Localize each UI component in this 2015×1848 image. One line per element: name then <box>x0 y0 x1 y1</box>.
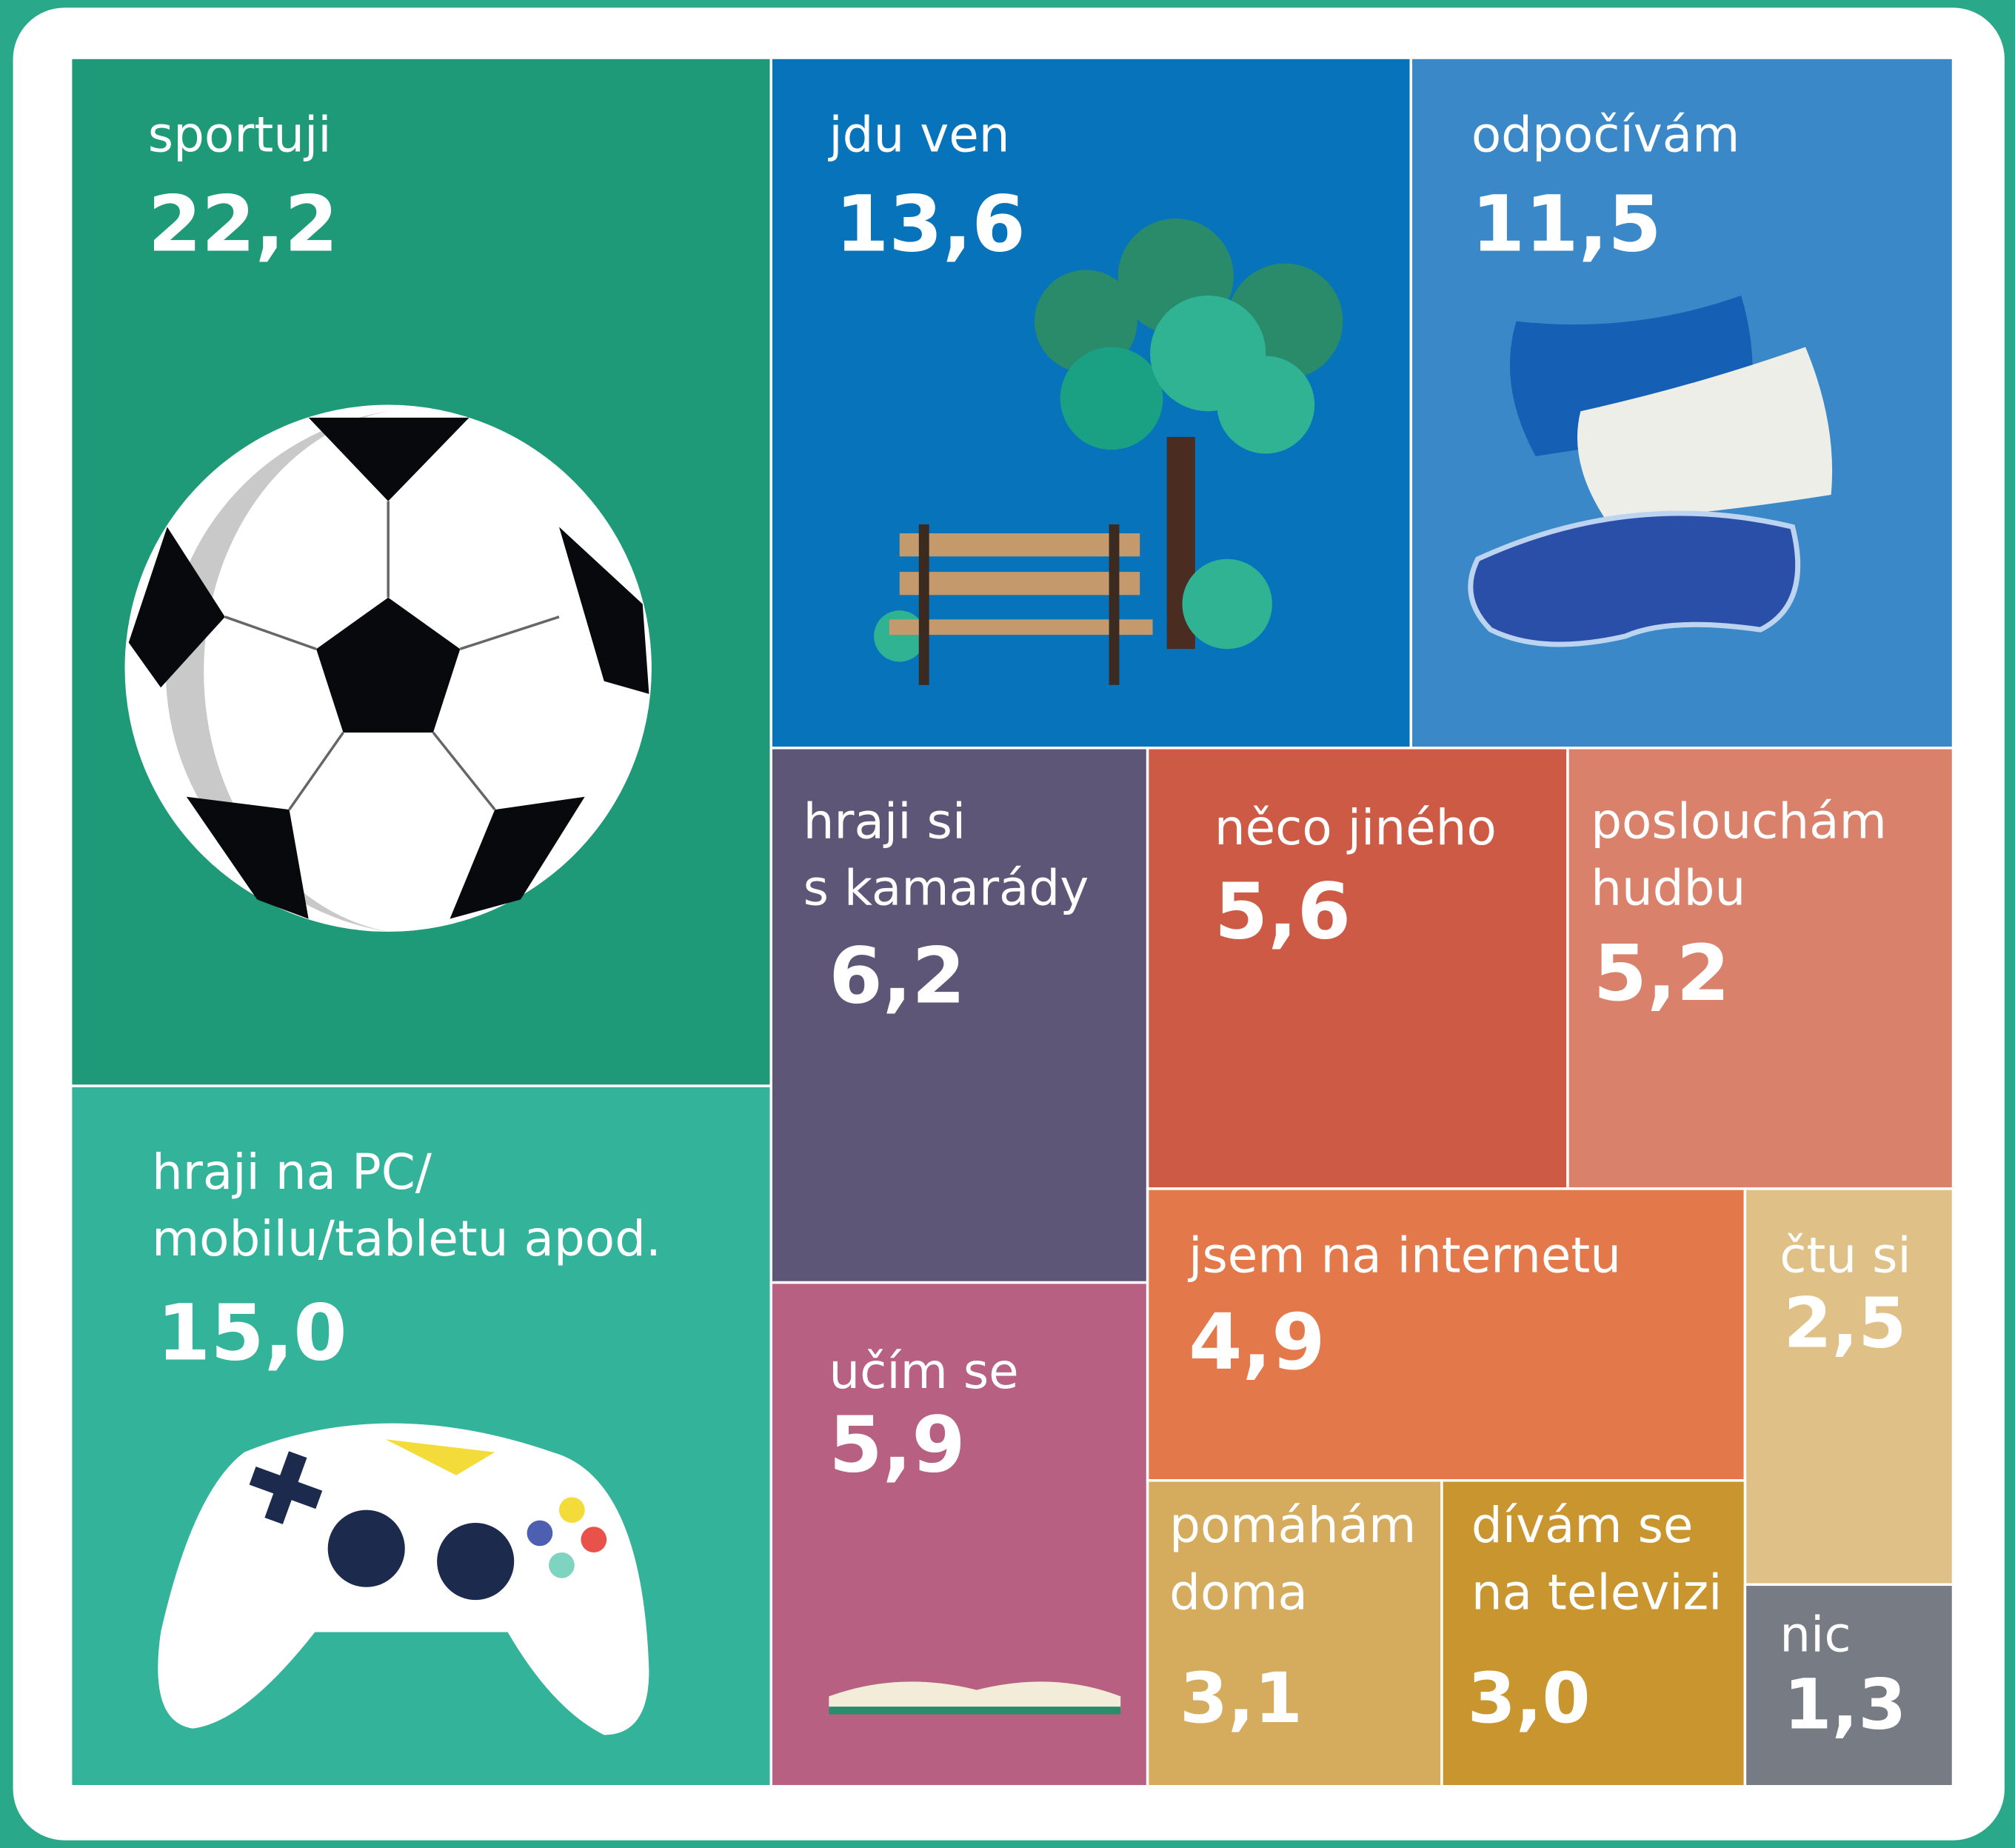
value-label: 5,2 <box>1594 928 1730 1018</box>
value-label: 15,0 <box>157 1288 347 1378</box>
cell-label: na televizi <box>1471 1564 1722 1621</box>
cell-label: poslouchám <box>1591 793 1887 850</box>
soccer-ball-icon <box>125 405 652 932</box>
value-label: 22,2 <box>148 179 338 269</box>
value-label: 13,6 <box>835 179 1026 269</box>
cell-label: hudbu <box>1591 859 1745 916</box>
value-label: 4,9 <box>1189 1297 1325 1387</box>
cell-label: sportuji <box>148 107 332 164</box>
cell-label: jsem na internetu <box>1187 1227 1621 1284</box>
chart: sportuji 22,2 hraji na PC/mobilu/tabletu a… <box>0 0 2015 1848</box>
value-label: 11,5 <box>1471 179 1662 269</box>
cell-label: mobilu/tabletu apod. <box>152 1210 661 1267</box>
cell-label: nic <box>1780 1607 1851 1664</box>
cell-label: dívám se <box>1471 1497 1694 1554</box>
value-label: 1,3 <box>1783 1665 1906 1746</box>
cell-label: pomáhám <box>1169 1497 1416 1554</box>
cell-label: čtu si <box>1780 1227 1911 1284</box>
cell-label: odpočívám <box>1471 107 1740 164</box>
value-label: 3,1 <box>1180 1658 1303 1739</box>
value-label: 6,2 <box>829 930 965 1021</box>
value-label: 2,5 <box>1783 1283 1906 1364</box>
page: {"chart_data": {"type": "treemap", "cate… <box>0 0 2015 1848</box>
cell-label: hraji si <box>803 793 966 850</box>
value-label: 5,9 <box>829 1400 965 1490</box>
cell-label: hraji na PC/ <box>152 1144 432 1201</box>
cell-label: s kamarády <box>803 859 1089 916</box>
cell-label: doma <box>1169 1564 1308 1621</box>
cell-label: něco jiného <box>1214 799 1497 856</box>
value-label: 5,6 <box>1214 867 1351 957</box>
value-label: 3,0 <box>1468 1658 1591 1739</box>
cell-label: jdu ven <box>827 107 1009 164</box>
cell-label: učím se <box>829 1343 1018 1400</box>
